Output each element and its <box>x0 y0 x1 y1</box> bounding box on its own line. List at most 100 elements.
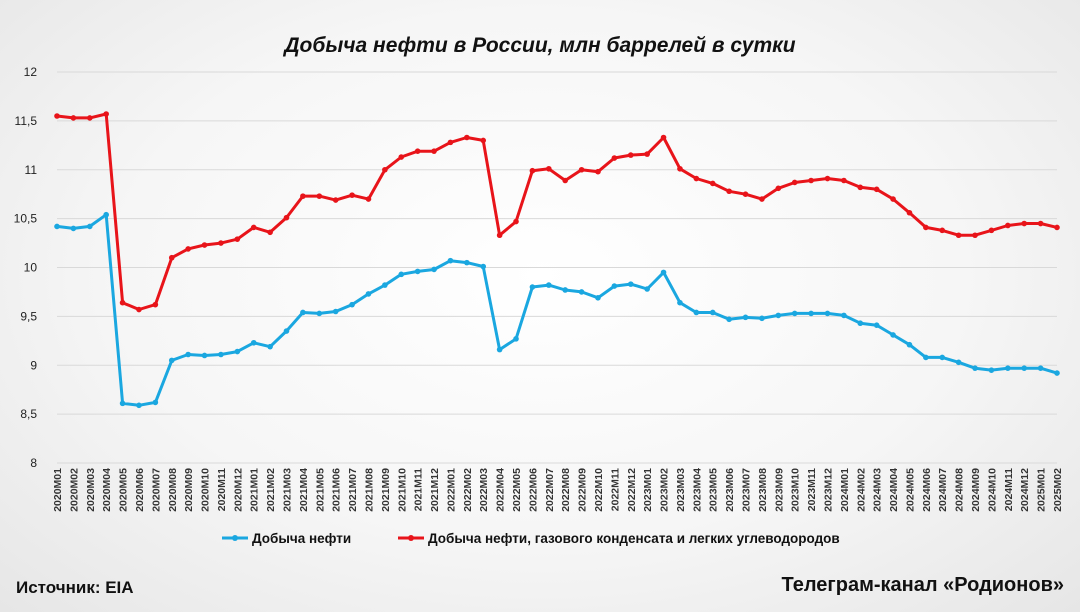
series-1 <box>54 211 1060 409</box>
y-tick-label: 10,5 <box>14 212 38 226</box>
x-tick-label: 2020M01 <box>52 468 64 512</box>
data-point <box>152 301 159 308</box>
x-tick-label: 2021M06 <box>331 468 343 512</box>
data-point <box>234 348 241 355</box>
x-tick-label: 2022M09 <box>577 468 589 512</box>
series-2 <box>54 111 1060 313</box>
data-point <box>1005 365 1011 371</box>
x-tick-label: 2021M07 <box>347 468 359 512</box>
gridlines <box>57 71 1057 464</box>
x-tick-label: 2024M07 <box>937 468 949 512</box>
data-point <box>316 193 323 199</box>
data-point <box>447 139 454 146</box>
data-point <box>988 227 995 234</box>
data-point <box>627 281 634 287</box>
x-tick-label: 2020M07 <box>150 468 162 512</box>
data-point <box>529 284 536 290</box>
data-point <box>496 346 503 353</box>
data-point <box>857 320 864 327</box>
data-point <box>414 268 421 275</box>
data-point <box>857 184 864 191</box>
data-point <box>759 315 765 322</box>
data-point <box>119 299 126 306</box>
data-point <box>185 351 191 358</box>
data-point <box>414 148 421 154</box>
data-point <box>775 185 782 192</box>
data-point <box>709 309 716 316</box>
x-tick-label: 2022M05 <box>511 468 523 512</box>
data-point <box>1021 365 1028 371</box>
source-note: Источник: EIA <box>16 578 134 597</box>
x-tick-label: 2022M06 <box>527 468 539 512</box>
x-tick-label: 2023M11 <box>806 468 818 511</box>
data-point <box>677 165 683 172</box>
data-point <box>595 295 601 301</box>
data-point <box>660 269 667 276</box>
data-point <box>300 193 306 199</box>
data-point <box>627 152 634 158</box>
data-point <box>873 186 880 193</box>
x-tick-label: 2023M05 <box>708 468 720 512</box>
legend-label-total: Добыча нефти, газового конденсата и легк… <box>428 531 840 546</box>
data-point <box>759 196 765 202</box>
x-tick-label: 2022M01 <box>445 468 457 512</box>
x-tick-label: 2021M05 <box>314 468 326 512</box>
data-point <box>824 310 831 317</box>
data-point <box>103 211 109 218</box>
data-point <box>201 352 208 359</box>
data-point <box>283 328 290 334</box>
x-tick-label: 2023M02 <box>659 468 671 512</box>
data-point <box>955 232 962 239</box>
data-point <box>54 113 60 119</box>
data-point <box>382 282 388 288</box>
y-tick-label: 9,5 <box>20 309 37 323</box>
data-point <box>546 282 552 288</box>
x-tick-label: 2020M03 <box>85 468 97 512</box>
data-point <box>562 287 568 293</box>
data-point <box>873 322 880 328</box>
x-tick-label: 2023M01 <box>642 468 654 512</box>
x-tick-label: 2020M02 <box>68 468 80 512</box>
x-tick-label: 2023M09 <box>773 468 785 512</box>
x-tick-label: 2021M10 <box>396 468 408 512</box>
legend-item-oil: Добыча нефти <box>222 531 351 546</box>
data-point <box>480 137 487 144</box>
data-point <box>611 283 618 289</box>
y-tick-label: 11 <box>25 163 38 177</box>
data-point <box>398 154 405 160</box>
data-point <box>136 402 142 409</box>
data-point <box>250 224 257 231</box>
data-point <box>939 227 946 234</box>
data-point <box>54 223 60 230</box>
data-point <box>300 309 306 316</box>
x-tick-label: 2023M06 <box>724 468 736 512</box>
data-point <box>890 196 896 202</box>
data-point <box>218 351 224 358</box>
data-point <box>464 134 470 141</box>
data-point <box>791 310 798 317</box>
channel-credit: Телеграм-канал «Родионов» <box>781 574 1064 596</box>
data-point <box>906 341 913 348</box>
x-tick-label: 2021M03 <box>282 468 294 512</box>
data-point <box>201 242 208 248</box>
data-point <box>464 259 470 266</box>
data-point <box>1054 224 1060 231</box>
data-point <box>677 299 683 306</box>
data-point <box>808 177 814 184</box>
data-point <box>644 151 650 157</box>
x-tick-label: 2020M08 <box>167 468 179 512</box>
data-point <box>349 301 355 308</box>
x-tick-label: 2023M07 <box>741 468 753 512</box>
x-tick-label: 2021M02 <box>265 468 277 512</box>
data-point <box>431 148 437 154</box>
data-point <box>349 192 355 198</box>
data-point <box>267 229 273 236</box>
legend: Добыча нефти Добыча нефти, газового конд… <box>222 531 840 546</box>
y-tick-label: 9 <box>30 358 37 372</box>
x-tick-label: 2020M10 <box>200 468 212 512</box>
data-point <box>267 343 273 350</box>
chart-title: Добыча нефти в России, млн баррелей в су… <box>282 34 795 57</box>
data-point <box>644 286 650 292</box>
data-point <box>660 134 667 141</box>
data-point <box>86 115 93 121</box>
